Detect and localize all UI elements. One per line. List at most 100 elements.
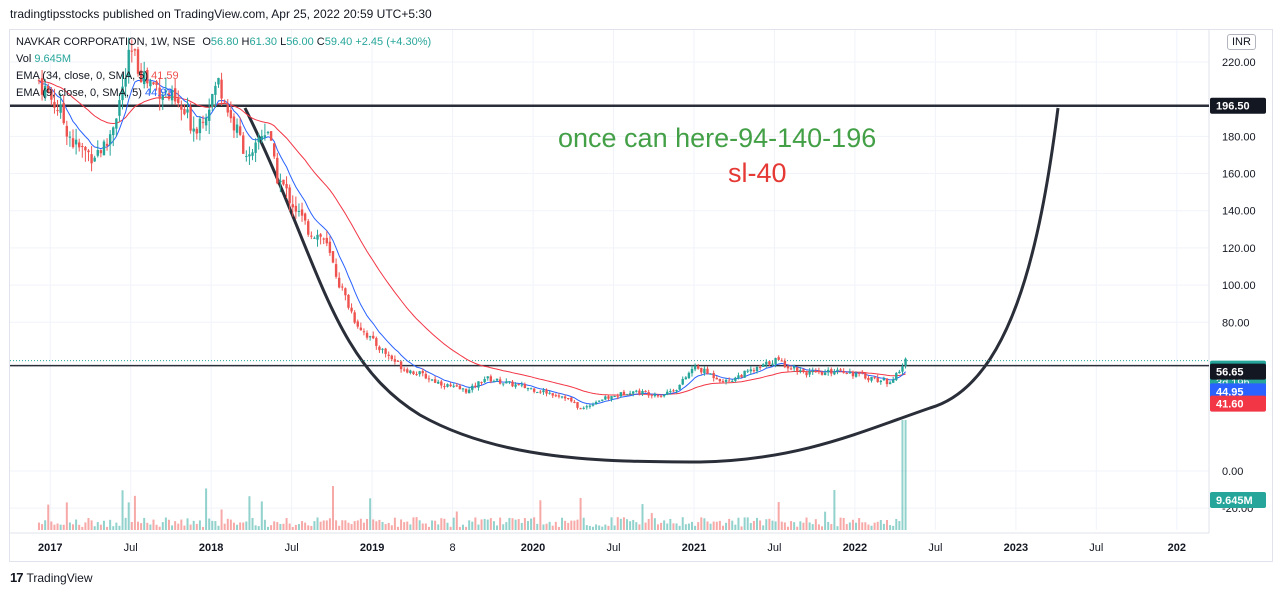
volume-bar [59,524,62,530]
volume-bar [220,509,223,530]
candle-body [288,187,291,204]
candle-body [53,101,56,108]
volume-bar [734,524,737,530]
volume-bar [536,523,539,530]
candle-body [585,406,588,408]
candle-body [325,237,329,244]
candle-body [350,307,353,312]
volume-bar [814,519,817,530]
volume-bar [548,521,551,530]
volume-bar [526,521,529,530]
candle-body [59,104,62,113]
candle-body [796,367,799,372]
x-tick-label: 2021 [682,542,706,554]
candle-body [693,365,697,370]
candle-body [43,85,47,98]
candle-body [152,82,155,85]
volume-bar [102,520,105,530]
candle-body [613,395,616,397]
candle-body [826,369,830,373]
volume-bar [672,523,675,530]
volume-bar [783,522,786,530]
volume-bar [570,520,573,530]
volume-bar [678,525,681,530]
candle-body [684,377,688,380]
candle-body [217,77,220,85]
volume-bar [121,490,124,530]
volume-bar [359,518,362,530]
x-tick-label: Jul [606,542,620,554]
candle-body [291,204,294,208]
candle-body [669,391,672,393]
candle-body [520,384,523,386]
candle-body [427,378,431,380]
time-axis: 2017 Jul 2018 Jul 2019 8 2020 Jul 2021 Jul 2022 Jul… [38,542,1186,554]
x-tick-label: Jul [124,542,138,554]
volume-bar [353,521,356,530]
candle-body [570,397,573,402]
volume-bar [446,522,449,530]
chart-frame[interactable] [9,29,1273,562]
price-label-bg [1210,395,1266,412]
legend-ohlc-row: NAVKAR CORPORATION, 1W, NSE O56.80 H61.3… [16,34,431,51]
candle-body [56,110,59,112]
candle-body [539,391,542,393]
candle-body [310,235,313,237]
volume-bar [458,526,461,530]
candle-body [740,374,743,378]
x-tick-label: Jul [1089,542,1103,554]
volume-bar [440,518,443,530]
volume-bar [539,500,542,530]
y-tick-label: 140.00 [1222,206,1256,218]
volume-bar [273,521,276,530]
volume-bar [443,518,446,530]
volume-bar [489,518,492,530]
candle-body [690,368,694,374]
volume-bar [251,517,254,530]
volume-bar [186,518,189,530]
ema34-value: 41.59 [151,70,179,82]
volume-bar [855,522,858,530]
volume-bar [65,502,68,530]
volume-bar [319,521,322,530]
candle-body [214,85,217,95]
price-label-text: 44.95 [1216,386,1244,398]
footer-branding[interactable]: 17 TradingView [10,570,93,585]
candle-body [387,354,390,356]
volume-bar [656,524,659,530]
volume-bar [205,488,208,530]
candle-body [118,100,121,116]
volume-bar [93,526,96,530]
candle-body [81,146,84,148]
candle-body [718,379,722,382]
candle-body [254,142,257,153]
volume-bar [604,524,607,530]
volume-bar [350,524,353,530]
volume-bar [885,519,888,530]
volume-bar [245,521,248,530]
candle-body [811,370,814,372]
candle-body [365,332,369,338]
candle-body [232,116,236,131]
candle-body [189,106,192,131]
candle-body [381,348,384,350]
candle-body [529,388,533,390]
candle-body [656,394,660,397]
currency-button[interactable]: INR [1227,34,1256,50]
candle-body [545,389,548,394]
candle-body [105,143,109,146]
candle-body [882,378,886,381]
candle-body [177,98,180,104]
candle-body [786,366,790,369]
candle-body [675,390,678,392]
volume-bar [718,520,721,530]
volume-bar [242,522,245,530]
candle-body [300,209,304,216]
candle-body [331,251,335,263]
candle-body [384,348,387,354]
volume-bar [418,520,421,530]
candle-body [198,118,202,134]
legend-volume-row: Vol 9.645M [16,51,431,68]
candle-body [666,391,669,395]
